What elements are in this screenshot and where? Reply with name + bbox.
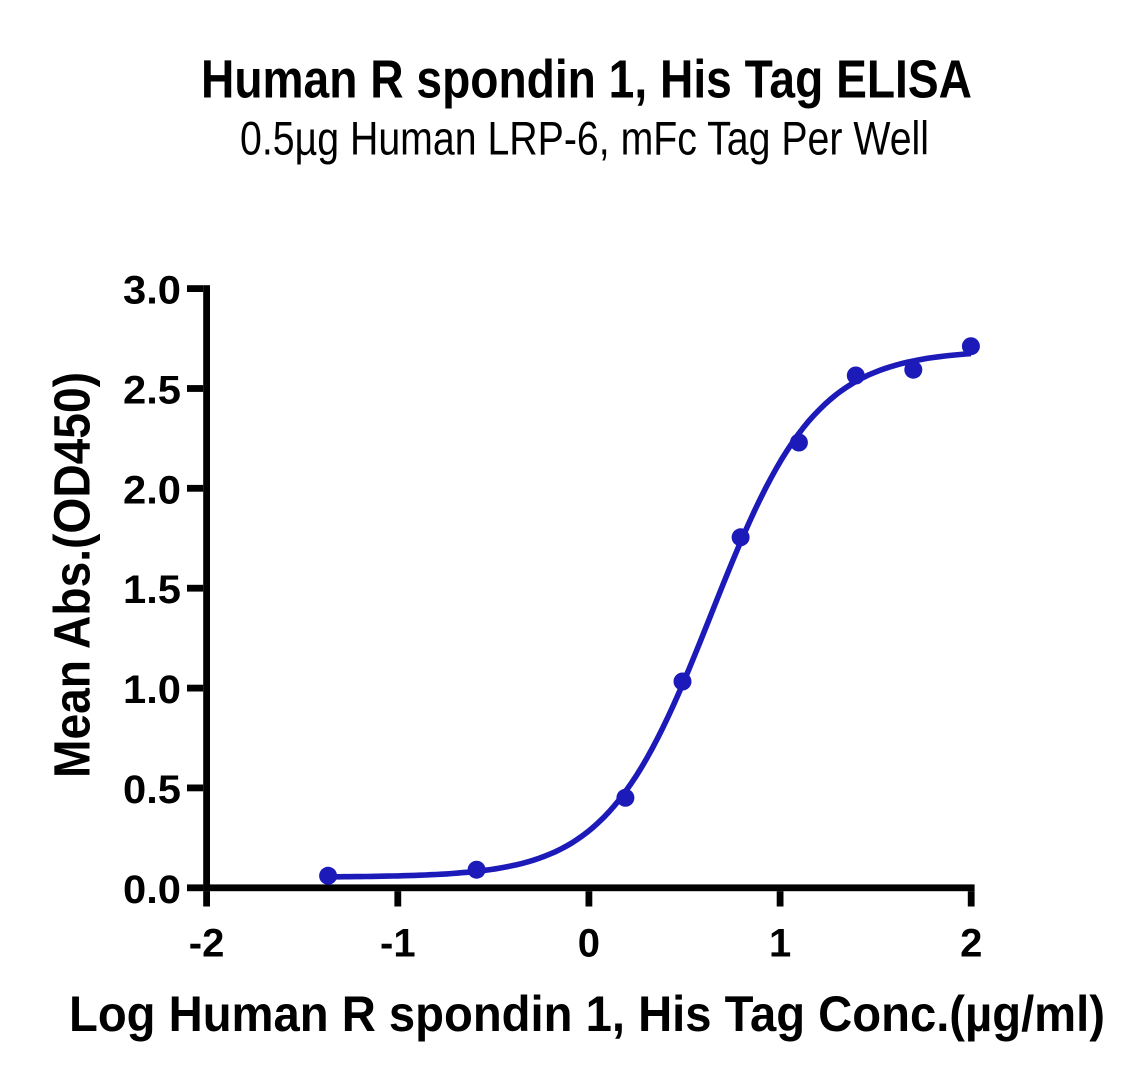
svg-text:0.0: 0.0 bbox=[123, 868, 181, 912]
svg-text:2.5: 2.5 bbox=[123, 369, 181, 413]
svg-text:2.0: 2.0 bbox=[123, 468, 181, 512]
svg-text:Mean Abs.(OD450): Mean Abs.(OD450) bbox=[44, 372, 101, 778]
svg-text:3.0: 3.0 bbox=[123, 269, 181, 313]
svg-text:0.5: 0.5 bbox=[123, 768, 181, 812]
svg-text:1: 1 bbox=[769, 921, 791, 965]
svg-text:-1: -1 bbox=[380, 921, 416, 965]
svg-text:Log Human R spondin 1, His Tag: Log Human R spondin 1, His Tag Conc.(µg/… bbox=[69, 986, 1105, 1042]
svg-text:0: 0 bbox=[578, 921, 600, 965]
svg-text:0.5µg Human LRP-6, mFc Tag Per: 0.5µg Human LRP-6, mFc Tag Per Well bbox=[240, 111, 929, 164]
svg-text:-2: -2 bbox=[189, 921, 225, 965]
svg-text:2: 2 bbox=[960, 921, 982, 965]
svg-text:1.0: 1.0 bbox=[123, 668, 181, 712]
svg-text:1.5: 1.5 bbox=[123, 568, 181, 612]
svg-text:Human R spondin 1, His Tag ELI: Human R spondin 1, His Tag ELISA bbox=[201, 49, 972, 109]
